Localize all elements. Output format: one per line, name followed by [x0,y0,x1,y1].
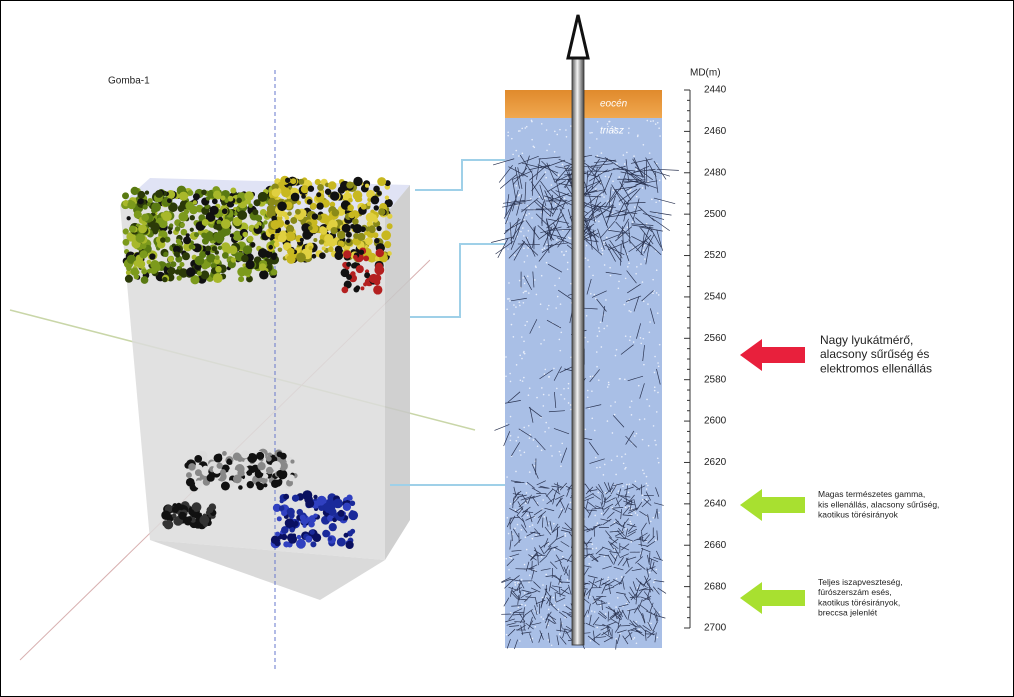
tick-label: 2460 [704,126,727,137]
tick-label: 2540 [704,292,727,303]
well-name: Gomba-1 [108,76,150,87]
tick-label: 2560 [704,333,727,344]
tick-label: 2640 [704,498,727,509]
figure: Gomba-1 eocén triász MD(m) 2440 2460 2480 2… [0,0,1014,697]
tick-label: 2580 [704,374,727,385]
layer-label: triász [600,126,624,137]
tick-label: 2700 [704,623,727,634]
tick-label: 2440 [704,85,727,96]
tick-label: 2620 [704,457,727,468]
annotation-line: Teljes iszapveszteség, [818,577,903,587]
annotation-line: elektromos ellenállás [820,362,932,376]
annotation-line: Magas természetes gamma, [818,489,925,499]
well-column: eocén triász [491,15,679,650]
annotation-line: fúrószerszám esés, [818,587,892,597]
annotation-line: breccsa jelenlét [818,608,878,618]
tick-label: 2500 [704,209,727,220]
layer-label: eocén [600,99,628,110]
tick-label: 2480 [704,167,727,178]
annotation-line: Nagy lyukátmérő, [820,333,913,347]
annotation-line: kis ellenállás, alacsony sűrűség, [818,499,939,509]
tick-label: 2520 [704,250,727,261]
annotation-line: alacsony sűrűség és [820,347,929,361]
annotation-line: kaotikus törésirányok, [818,597,900,607]
tick-label: 2600 [704,416,727,427]
tick-label: 2660 [704,540,727,551]
tick-label: 2680 [704,581,727,592]
axis-title: MD(m) [690,68,721,79]
annotation-line: kaotikus törésirányok [818,509,899,519]
